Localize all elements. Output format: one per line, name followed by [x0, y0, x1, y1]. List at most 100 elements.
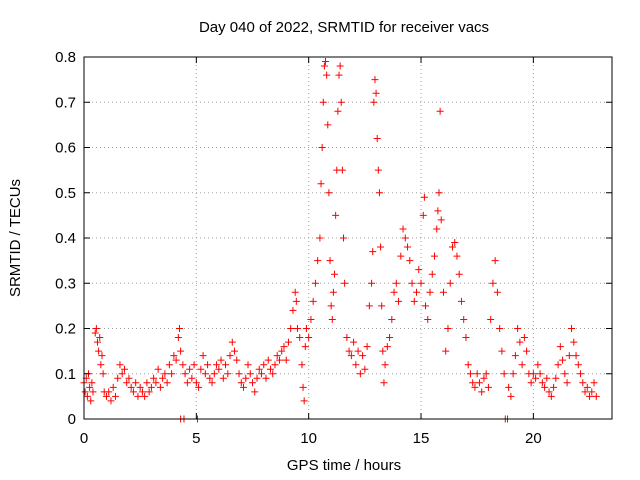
data-point-marker — [170, 352, 178, 360]
data-point-marker — [417, 279, 425, 287]
data-points — [80, 58, 600, 423]
data-point-marker — [509, 370, 517, 378]
data-point-marker — [363, 343, 371, 351]
data-point-marker — [359, 352, 367, 360]
data-point-marker — [181, 370, 189, 378]
data-point-marker — [264, 356, 272, 364]
data-point-marker — [457, 297, 465, 305]
data-point-marker — [219, 374, 227, 382]
data-point-marker — [159, 374, 167, 382]
data-point-marker — [296, 334, 304, 342]
data-point-marker — [565, 352, 573, 360]
data-point-marker — [301, 343, 309, 351]
data-point-marker — [410, 297, 418, 305]
data-point-marker — [487, 315, 495, 323]
data-point-marker — [556, 343, 564, 351]
data-point-marker — [581, 388, 589, 396]
data-point-marker — [484, 383, 492, 391]
data-point-marker — [249, 379, 257, 387]
data-point-marker — [489, 279, 497, 287]
data-point-marker — [505, 383, 513, 391]
data-point-marker — [413, 288, 421, 296]
data-point-marker — [320, 62, 328, 70]
data-point-marker — [284, 338, 292, 346]
data-point-marker — [340, 234, 348, 242]
y-tick-label: 0.7 — [55, 94, 76, 111]
data-point-marker — [314, 257, 322, 265]
data-point-marker — [105, 388, 113, 396]
data-point-marker — [278, 347, 286, 355]
data-point-marker — [473, 370, 481, 378]
data-point-marker — [179, 361, 187, 369]
data-point-marker — [464, 361, 472, 369]
data-point-marker — [527, 379, 535, 387]
data-point-marker — [175, 325, 183, 332]
data-point-marker — [192, 379, 200, 387]
data-point-marker — [299, 383, 307, 391]
data-point-marker — [370, 98, 378, 106]
data-point-marker — [475, 379, 483, 387]
data-point-marker — [518, 361, 526, 369]
data-point-marker — [123, 379, 131, 387]
data-point-marker — [406, 257, 414, 265]
data-point-marker — [156, 383, 164, 391]
data-point-marker — [235, 370, 243, 378]
data-point-marker — [538, 379, 546, 387]
data-point-marker — [335, 71, 343, 79]
data-point-marker — [280, 343, 288, 351]
data-point-marker — [498, 347, 506, 355]
data-point-marker — [592, 392, 600, 400]
y-tick-label: 0.2 — [55, 321, 76, 338]
data-point-marker — [262, 374, 270, 382]
data-point-marker — [145, 388, 153, 396]
data-point-marker — [177, 347, 185, 355]
data-point-marker — [275, 356, 283, 364]
data-point-marker — [415, 266, 423, 274]
data-point-marker — [324, 121, 332, 129]
data-point-marker — [266, 365, 274, 373]
data-point-marker — [331, 270, 339, 278]
data-point-marker — [143, 379, 151, 387]
data-point-marker — [282, 356, 290, 364]
data-point-marker — [579, 379, 587, 387]
data-point-marker — [107, 397, 115, 405]
data-point-marker — [102, 392, 110, 400]
data-point-marker — [291, 288, 299, 296]
data-point-marker — [371, 76, 379, 84]
data-point-marker — [337, 98, 345, 106]
data-point-marker — [328, 315, 336, 323]
data-point-marker — [434, 207, 442, 215]
data-point-marker — [379, 347, 387, 355]
data-point-marker — [269, 370, 277, 378]
data-point-marker — [365, 302, 373, 310]
data-point-marker — [541, 383, 549, 391]
data-point-marker — [460, 315, 468, 323]
data-point-marker — [444, 325, 452, 332]
data-point-marker — [141, 392, 149, 400]
data-point-marker — [99, 370, 107, 378]
data-point-marker — [224, 370, 232, 378]
data-point-marker — [388, 315, 396, 323]
data-point-marker — [186, 365, 194, 373]
data-point-marker — [251, 388, 259, 396]
data-point-marker — [352, 361, 360, 369]
data-point-marker — [431, 252, 439, 260]
data-point-marker — [433, 225, 441, 233]
data-point-marker — [437, 216, 445, 224]
data-point-marker — [244, 361, 252, 369]
data-point-marker — [287, 325, 295, 332]
data-point-marker — [372, 89, 380, 97]
data-point-marker — [511, 352, 519, 360]
data-point-marker — [326, 257, 334, 265]
data-point-marker — [500, 370, 508, 378]
y-tick-label: 0.1 — [55, 366, 76, 383]
data-point-marker — [125, 374, 133, 382]
data-point-marker — [257, 370, 265, 378]
data-point-marker — [208, 379, 216, 387]
data-point-marker — [136, 383, 144, 391]
x-tick-label: 0 — [80, 430, 88, 447]
data-point-marker — [590, 379, 598, 387]
y-tick-label: 0.8 — [55, 49, 76, 66]
data-point-marker — [529, 370, 537, 378]
x-tick-label: 20 — [525, 430, 542, 447]
